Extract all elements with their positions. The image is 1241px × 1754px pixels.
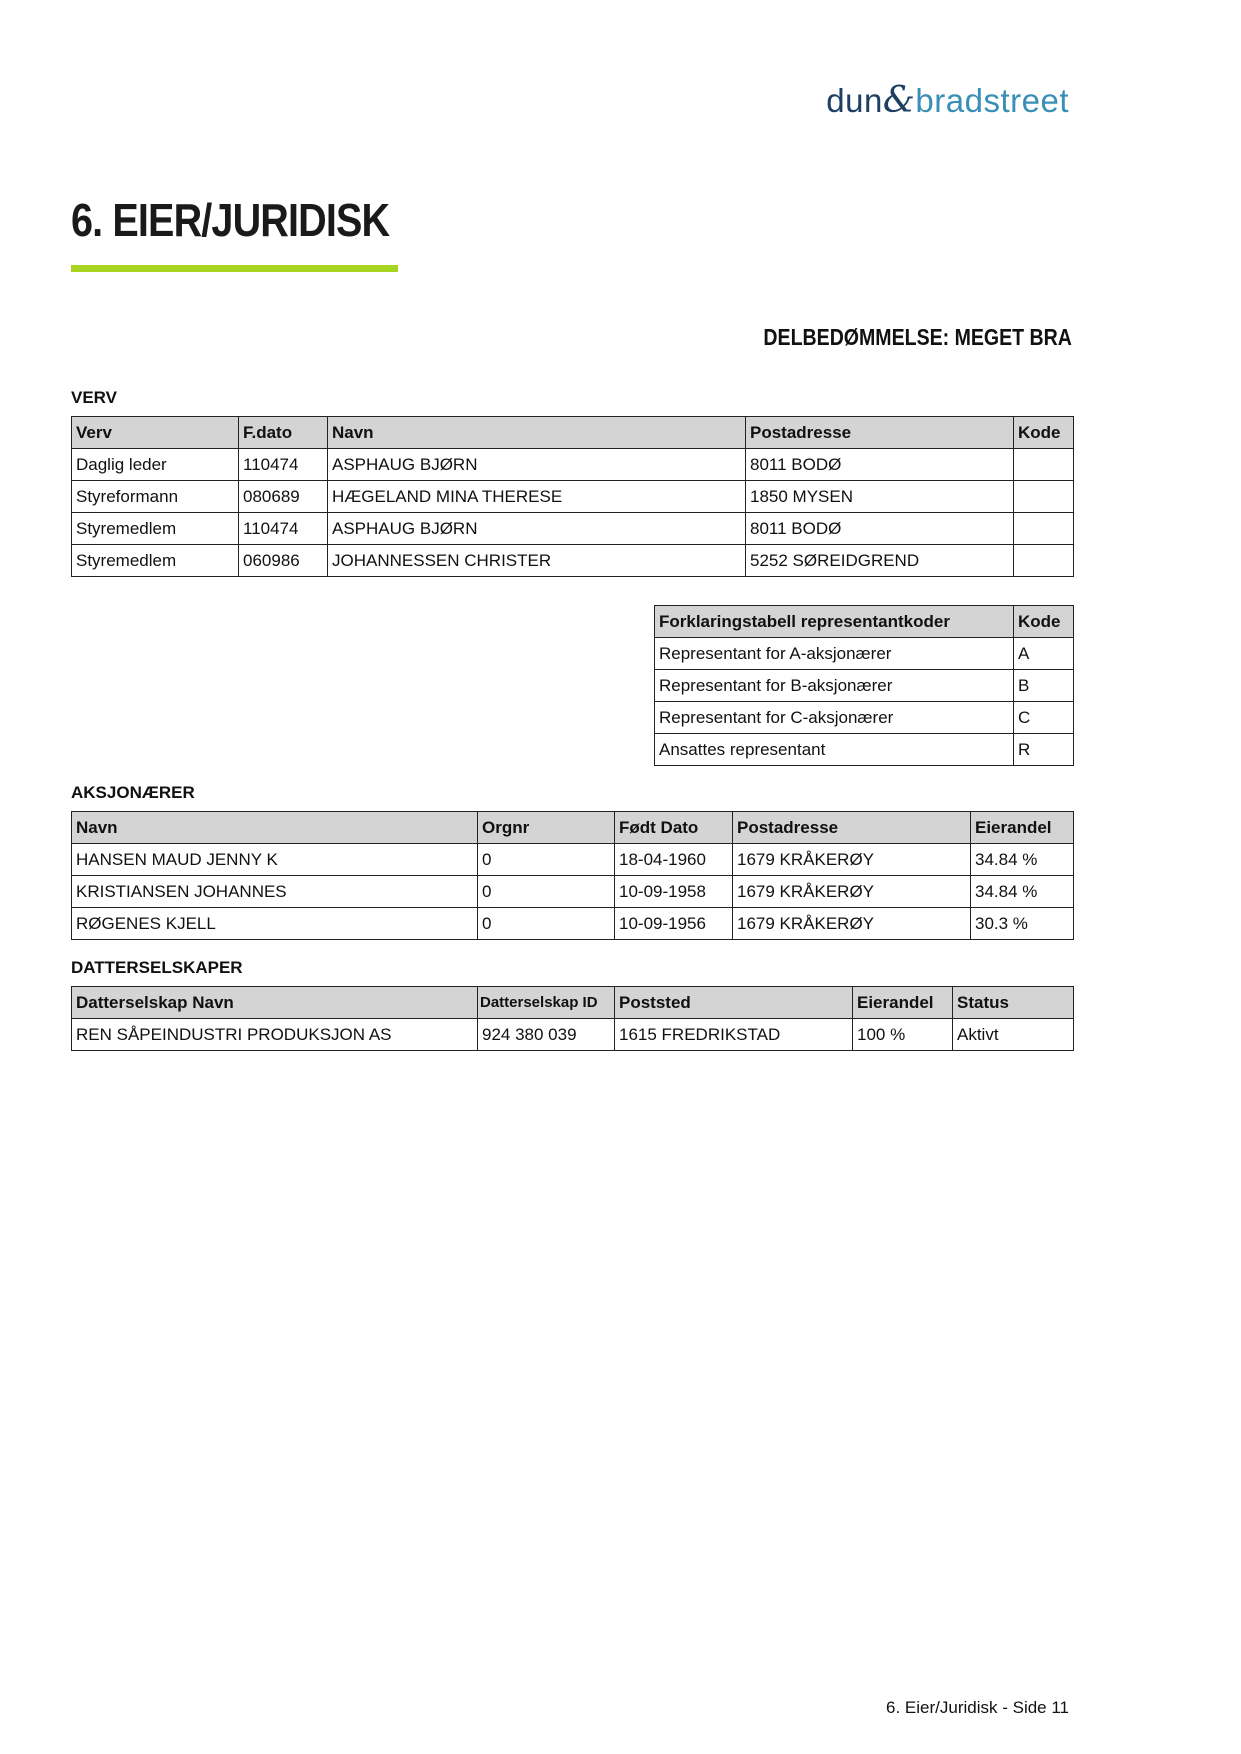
table-cell: 1850 MYSEN [745,480,1014,513]
verv-table: Verv F.dato Navn Postadresse Kode Daglig… [71,416,1074,577]
page-footer: 6. Eier/Juridisk - Side 11 [886,1698,1069,1717]
table-row: Representant for A-aksjonærer A [654,637,1074,670]
table-cell: 060986 [238,544,328,577]
col-verv: Verv [71,416,239,449]
col-kode: Kode [1013,416,1074,449]
datterselskaper-table: Datterselskap Navn Datterselskap ID Post… [71,986,1074,1051]
table-cell [1013,448,1074,481]
verv-label: VERV [71,388,117,407]
dun-bradstreet-logo: dun&bradstreet [826,80,1069,121]
table-row: Styreformann 080689 HÆGELAND MINA THERESE 1… [71,480,1074,513]
col-kode: Kode [1013,605,1074,638]
col-fodt-dato: Født Dato [614,811,733,844]
table-cell: 0 [477,875,615,908]
table-cell: HANSEN MAUD JENNY K [71,843,478,876]
table-cell: Representant for A-aksjonærer [654,637,1014,670]
table-cell: R [1013,733,1074,766]
datterselskaper-label: DATTERSELSKAPER [71,958,243,977]
table-row: Representant for B-aksjonærer B [654,669,1074,702]
table-cell: 110474 [238,448,328,481]
table-cell: 30.3 % [970,907,1074,940]
aksjonaerer-table: Navn Orgnr Født Dato Postadresse Eierand… [71,811,1074,940]
col-navn: Navn [327,416,746,449]
table-header-row: Datterselskap Navn Datterselskap ID Post… [71,986,1074,1019]
col-eierandel: Eierandel [852,986,953,1019]
table-cell: JOHANNESSEN CHRISTER [327,544,746,577]
table-cell: ASPHAUG BJØRN [327,448,746,481]
col-postadresse: Postadresse [745,416,1014,449]
table-row: Styremedlem 060986 JOHANNESSEN CHRISTER 525… [71,544,1074,577]
table-cell: HÆGELAND MINA THERESE [327,480,746,513]
table-row: Daglig leder 110474 ASPHAUG BJØRN 8011 BODØ [71,448,1074,481]
col-poststed: Poststed [614,986,853,1019]
table-cell: Ansattes representant [654,733,1014,766]
table-cell: RØGENES KJELL [71,907,478,940]
aksjonaerer-label: AKSJONÆRER [71,783,195,802]
page-title: 6. EIER/JURIDISK [71,194,390,246]
table-cell: B [1013,669,1074,702]
table-row: HANSEN MAUD JENNY K 0 18-04-1960 1679 KRÅKE… [71,843,1074,876]
table-cell: 34.84 % [970,875,1074,908]
table-cell: 18-04-1960 [614,843,733,876]
table-row: Representant for C-aksjonærer C [654,701,1074,734]
col-fdato: F.dato [238,416,328,449]
table-cell: Styremedlem [71,544,239,577]
col-status: Status [952,986,1074,1019]
table-header-row: Forklaringstabell representantkoder Kode [654,605,1074,638]
table-cell: 110474 [238,512,328,545]
table-cell: 0 [477,907,615,940]
table-cell: Daglig leder [71,448,239,481]
table-cell: 1679 KRÅKERØY [732,843,971,876]
table-cell: Aktivt [952,1018,1074,1051]
table-cell: Representant for C-aksjonærer [654,701,1014,734]
table-cell: Styreformann [71,480,239,513]
table-cell: 8011 BODØ [745,448,1014,481]
rating-heading: DELBEDØMMELSE: MEGET BRA [763,324,1072,350]
table-cell: 1679 KRÅKERØY [732,907,971,940]
logo-ampersand: & [882,80,916,121]
table-cell: 5252 SØREIDGREND [745,544,1014,577]
forklaring-table: Forklaringstabell representantkoder Kode… [654,605,1074,766]
table-cell: 34.84 % [970,843,1074,876]
table-cell: 10-09-1958 [614,875,733,908]
table-cell: A [1013,637,1074,670]
table-row: RØGENES KJELL 0 10-09-1956 1679 KRÅKERØY 30.… [71,907,1074,940]
table-header-row: Verv F.dato Navn Postadresse Kode [71,416,1074,449]
table-cell [1013,512,1074,545]
table-header-row: Navn Orgnr Født Dato Postadresse Eierand… [71,811,1074,844]
table-cell [1013,480,1074,513]
table-row: Styremedlem 110474 ASPHAUG BJØRN 8011 BODØ [71,512,1074,545]
logo-dun: dun [826,82,883,119]
table-cell: 8011 BODØ [745,512,1014,545]
table-cell: 080689 [238,480,328,513]
table-cell: 1615 FREDRIKSTAD [614,1018,853,1051]
table-cell: KRISTIANSEN JOHANNES [71,875,478,908]
col-forklaring: Forklaringstabell representantkoder [654,605,1014,638]
table-cell: 924 380 039 [477,1018,615,1051]
table-row: Ansattes representant R [654,733,1074,766]
table-cell: C [1013,701,1074,734]
table-cell: Styremedlem [71,512,239,545]
col-datterselskap-navn: Datterselskap Navn [71,986,478,1019]
table-cell: 0 [477,843,615,876]
col-datterselskap-id: Datterselskap ID [477,986,615,1019]
table-cell: 1679 KRÅKERØY [732,875,971,908]
col-eierandel: Eierandel [970,811,1074,844]
title-underline [71,265,398,272]
table-row: KRISTIANSEN JOHANNES 0 10-09-1958 1679 KRÅK… [71,875,1074,908]
table-cell [1013,544,1074,577]
logo-bradstreet: bradstreet [915,82,1069,119]
table-cell: REN SÅPEINDUSTRI PRODUKSJON AS [71,1018,478,1051]
col-navn: Navn [71,811,478,844]
col-postadresse: Postadresse [732,811,971,844]
table-cell: 100 % [852,1018,953,1051]
table-cell: 10-09-1956 [614,907,733,940]
col-orgnr: Orgnr [477,811,615,844]
table-row: REN SÅPEINDUSTRI PRODUKSJON AS 924 380 03… [71,1018,1074,1051]
table-cell: ASPHAUG BJØRN [327,512,746,545]
table-cell: Representant for B-aksjonærer [654,669,1014,702]
